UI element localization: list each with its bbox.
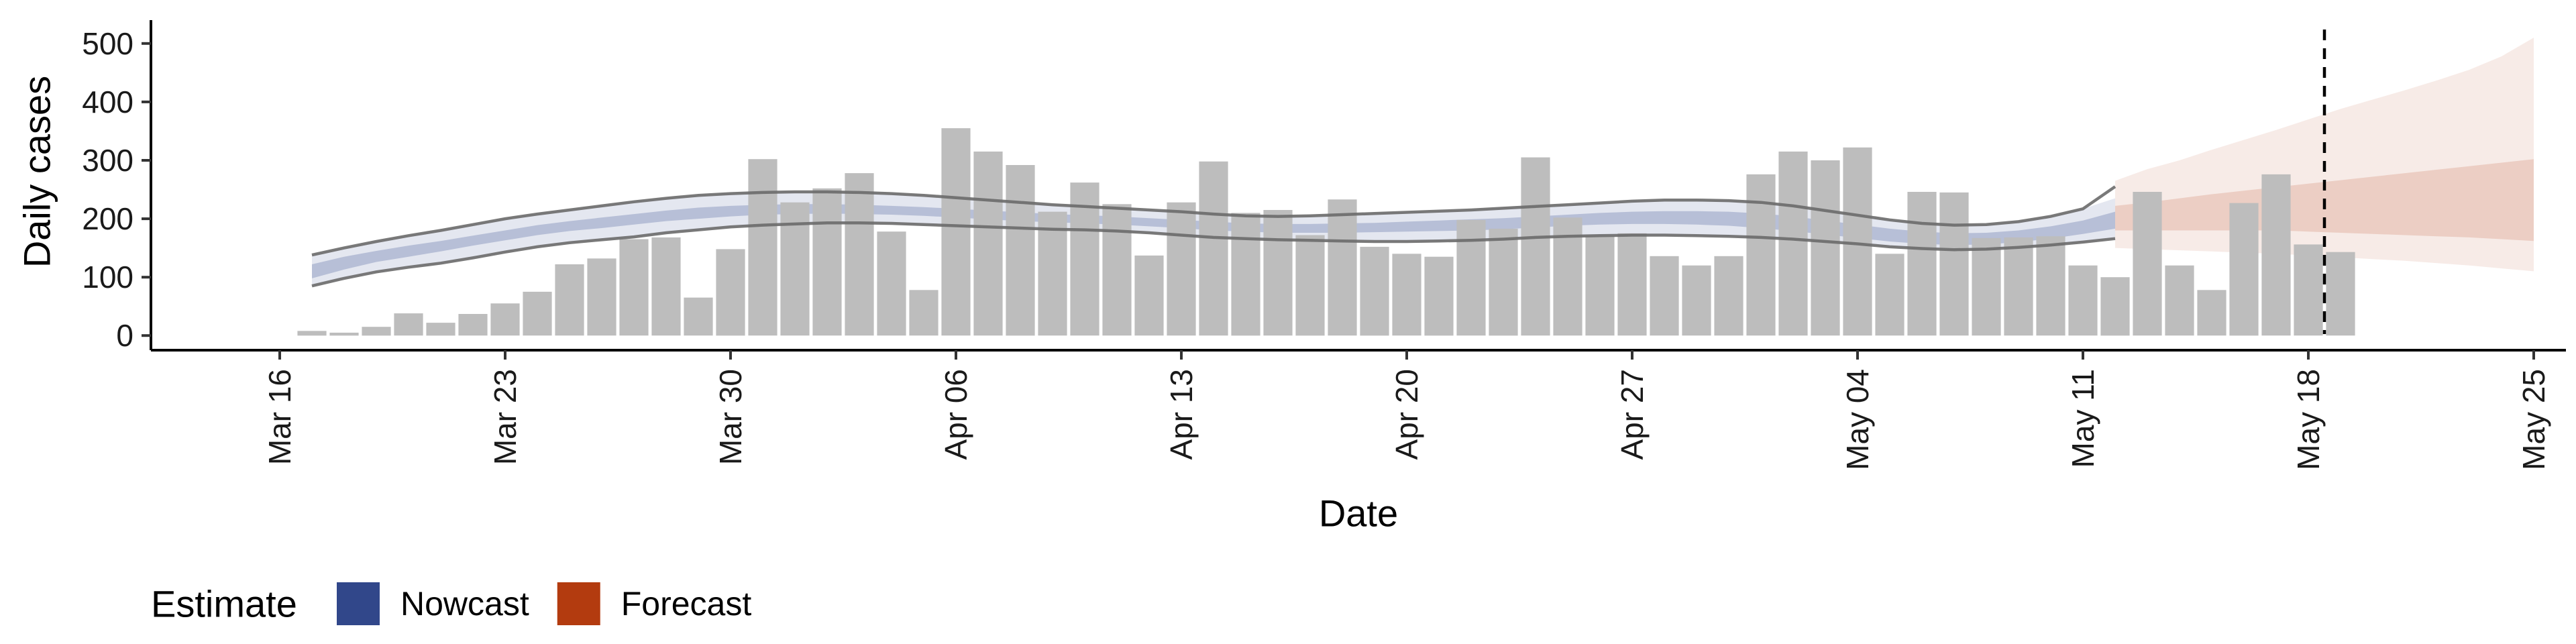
case-bar [748, 159, 777, 336]
case-bar [329, 332, 359, 336]
case-bar [587, 258, 616, 336]
case-bar [2068, 265, 2098, 336]
case-bar [2165, 265, 2194, 336]
case-bar [2261, 174, 2291, 336]
x-tick-label: May 25 [2516, 369, 2551, 470]
y-tick-label: 100 [82, 260, 133, 294]
legend: Estimate Nowcast Forecast [151, 582, 751, 625]
case-bars [297, 128, 2355, 336]
x-axis-title: Date [1319, 492, 1398, 535]
case-bar [2294, 244, 2323, 336]
case-bar [2036, 236, 2065, 336]
case-bar [1714, 256, 1743, 336]
case-bar [684, 297, 713, 336]
case-bar [1682, 265, 1711, 336]
legend-label-nowcast: Nowcast [400, 585, 529, 623]
x-tick-label: May 18 [2291, 369, 2326, 470]
case-bar [1263, 210, 1293, 336]
forecast-outer-band [2115, 38, 2534, 272]
x-tick-label: Apr 13 [1164, 369, 1199, 460]
case-bar [1231, 213, 1260, 336]
case-bar [877, 231, 906, 336]
x-tick-label: Apr 27 [1615, 369, 1650, 460]
y-tick-label: 400 [82, 85, 133, 119]
case-bar [909, 290, 938, 336]
case-bar [1328, 199, 1357, 336]
case-bar [1489, 228, 1518, 336]
x-tick-label: Apr 06 [938, 369, 973, 460]
case-bar [1038, 211, 1067, 336]
case-bar [1972, 237, 2001, 336]
case-bar [1006, 165, 1035, 336]
x-tick-label: Apr 20 [1389, 369, 1424, 460]
case-bar [2100, 277, 2130, 336]
case-bar [1746, 174, 1776, 336]
case-bar [1585, 236, 1615, 336]
legend-swatch-nowcast [337, 582, 380, 625]
x-tick-label: Mar 30 [713, 369, 748, 465]
case-bar [523, 291, 552, 336]
case-bar [1199, 161, 1228, 336]
case-bar [2197, 290, 2226, 336]
case-bar [1456, 219, 1486, 336]
case-bar [1167, 202, 1196, 336]
axes: 0 100 200 300 400 500 Mar 16 Mar 23 Mar 30 Apr 06… [16, 20, 2566, 535]
case-bar [1295, 235, 1325, 336]
case-bar [297, 331, 327, 336]
y-tick-label: 300 [82, 143, 133, 178]
legend-swatch-forecast [557, 582, 600, 625]
case-bar [1134, 255, 1164, 336]
case-bar [619, 239, 649, 336]
case-bar [1521, 157, 1550, 336]
case-bar [1843, 147, 1872, 336]
case-bar [426, 323, 455, 336]
case-bar [651, 237, 681, 336]
case-bar [394, 313, 423, 336]
nowcast-lower-line [311, 221, 2116, 288]
nowcast-upper-line [311, 185, 2116, 257]
x-tick-label: Mar 16 [262, 369, 297, 465]
case-bar [555, 264, 584, 336]
nowcast-inner-band [312, 204, 2115, 278]
case-bar [2004, 237, 2033, 336]
case-bar [973, 151, 1003, 336]
case-bar [845, 173, 874, 336]
case-bar [1939, 192, 1969, 336]
legend-label-forecast: Forecast [621, 585, 752, 623]
x-tick-label: May 04 [1840, 369, 1875, 470]
x-tick-label: May 11 [2065, 369, 2100, 468]
case-bar [458, 314, 488, 336]
case-bar [1875, 254, 1904, 336]
legend-title: Estimate [151, 583, 297, 625]
case-bar [362, 327, 391, 336]
y-tick-label: 500 [82, 26, 133, 61]
case-bar [812, 188, 842, 336]
nowcast-lines [311, 185, 2116, 288]
case-bar [1424, 256, 1454, 336]
x-tick-label: Mar 23 [488, 369, 523, 465]
case-bar [1617, 233, 1647, 336]
y-tick-label: 200 [82, 201, 133, 236]
case-bar [2229, 203, 2259, 336]
case-bar [1778, 151, 1808, 336]
case-bar [1392, 254, 1421, 336]
case-bar [1360, 246, 1389, 336]
y-tick-label: 0 [116, 318, 133, 353]
case-bar [1102, 204, 1132, 336]
case-bar [490, 303, 520, 336]
case-bar [941, 128, 971, 336]
case-bar [1907, 192, 1937, 336]
case-bar [2133, 192, 2162, 336]
y-axis-title: Daily cases [16, 76, 58, 268]
case-bar [2326, 252, 2355, 336]
case-bar [1650, 256, 1679, 336]
case-bar [1811, 160, 1840, 336]
case-bar [716, 249, 745, 336]
